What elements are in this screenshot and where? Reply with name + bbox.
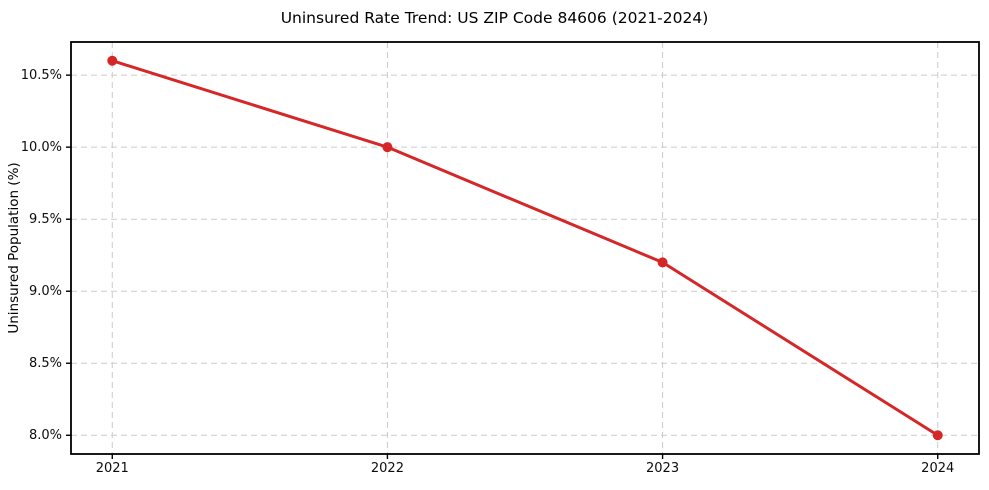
y-tick-label: 10.0% bbox=[20, 139, 62, 155]
data-point-marker bbox=[107, 55, 118, 66]
y-tick-label: 10.5% bbox=[20, 67, 62, 83]
x-tick-label: 2024 bbox=[921, 461, 955, 476]
data-point-marker bbox=[382, 142, 393, 153]
y-tick-label: 9.0% bbox=[28, 283, 62, 299]
chart-title: Uninsured Rate Trend: US ZIP Code 84606 … bbox=[280, 9, 709, 27]
data-point-marker bbox=[657, 257, 668, 268]
x-tick-label: 2023 bbox=[646, 461, 680, 476]
y-tick-label: 8.5% bbox=[28, 355, 62, 371]
y-tick-label: 9.5% bbox=[28, 211, 62, 227]
y-tick-label: 8.0% bbox=[28, 427, 62, 443]
plot-frame bbox=[70, 41, 980, 455]
trend-line bbox=[110, 59, 940, 437]
x-tick-label: 2022 bbox=[370, 461, 404, 476]
x-tick-label: 2021 bbox=[95, 461, 129, 476]
data-point-marker bbox=[932, 430, 943, 441]
